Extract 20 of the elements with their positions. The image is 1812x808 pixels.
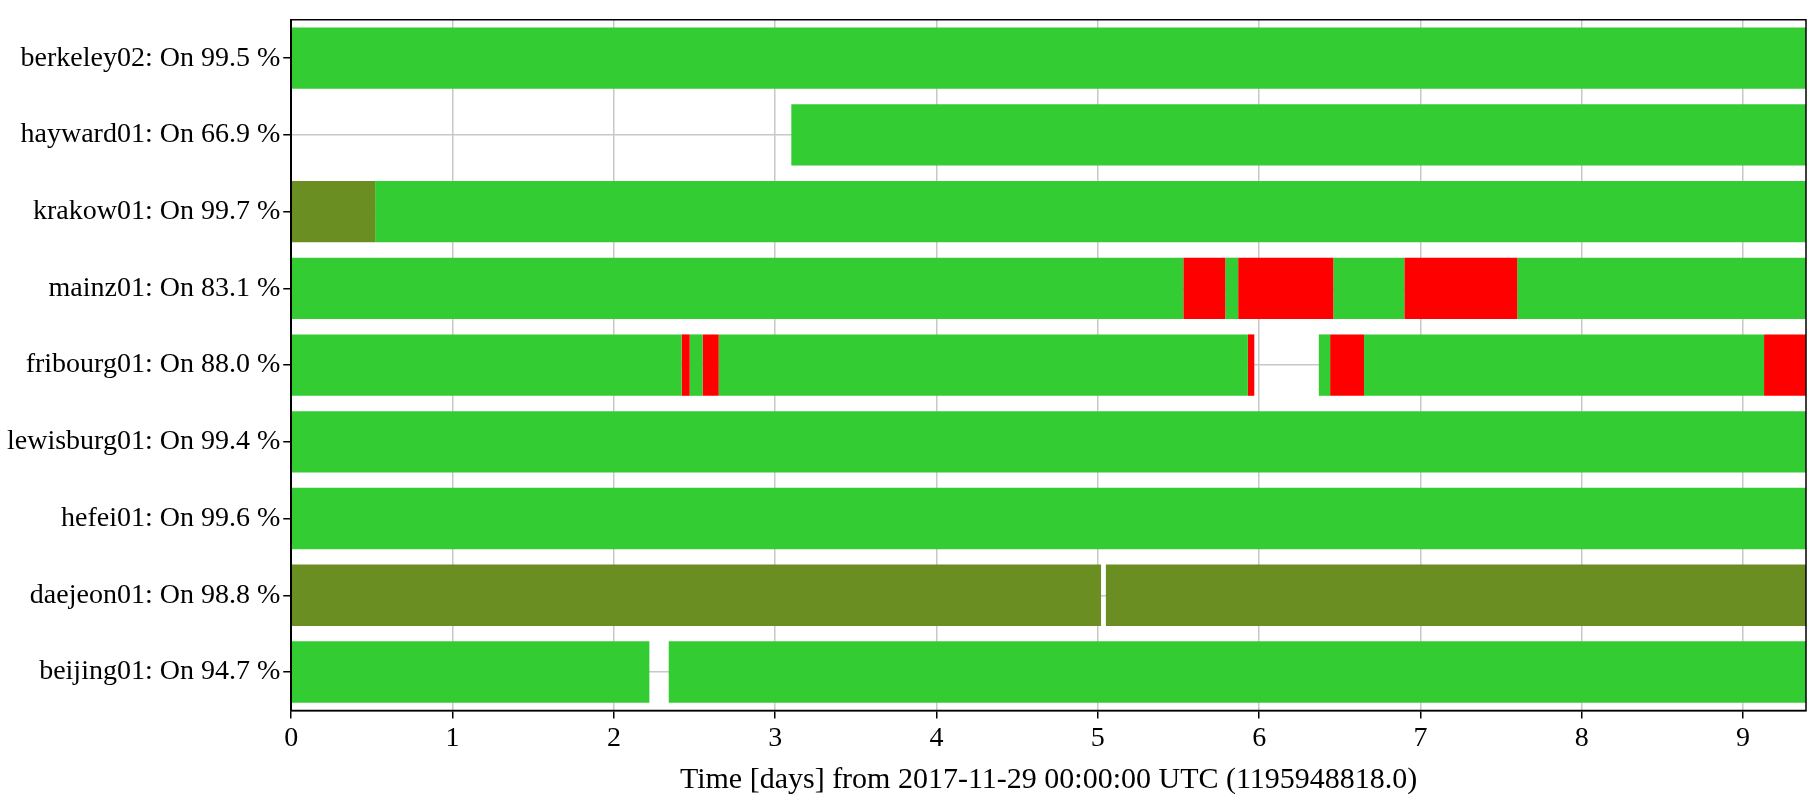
x-tick-label: 5 (1090, 720, 1105, 752)
y-tick-label: hefei01: On 99.6 % (60, 500, 281, 532)
x-tick-label: 0 (284, 720, 299, 752)
y-tick-label: daejeon01: On 98.8 % (29, 577, 281, 609)
x-tick-label: 1 (445, 720, 460, 752)
y-tick-label: lewisburg01: On 99.4 % (7, 424, 281, 456)
y-tick-label: mainz01: On 83.1 % (48, 270, 281, 302)
y-tick-label: krakow01: On 99.7 % (32, 193, 281, 225)
x-tick-label: 2 (606, 720, 621, 752)
y-tick-label: fribourg01: On 88.0 % (25, 347, 281, 379)
y-tick-label: berkeley02: On 99.5 % (20, 40, 281, 72)
x-axis-title: Time [days] from 2017-11-29 00:00:00 UTC (1195948818.0) (679, 760, 1418, 795)
x-tick-label: 4 (929, 720, 944, 752)
x-tick-label: 7 (1413, 720, 1428, 752)
y-tick-label: hayward01: On 66.9 % (20, 117, 281, 149)
y-tick-label: beijing01: On 94.7 % (39, 654, 281, 686)
x-tick-label: 8 (1574, 720, 1589, 752)
x-tick-label: 6 (1252, 720, 1267, 752)
x-tick-label: 9 (1736, 720, 1751, 752)
x-tick-label: 3 (768, 720, 783, 752)
